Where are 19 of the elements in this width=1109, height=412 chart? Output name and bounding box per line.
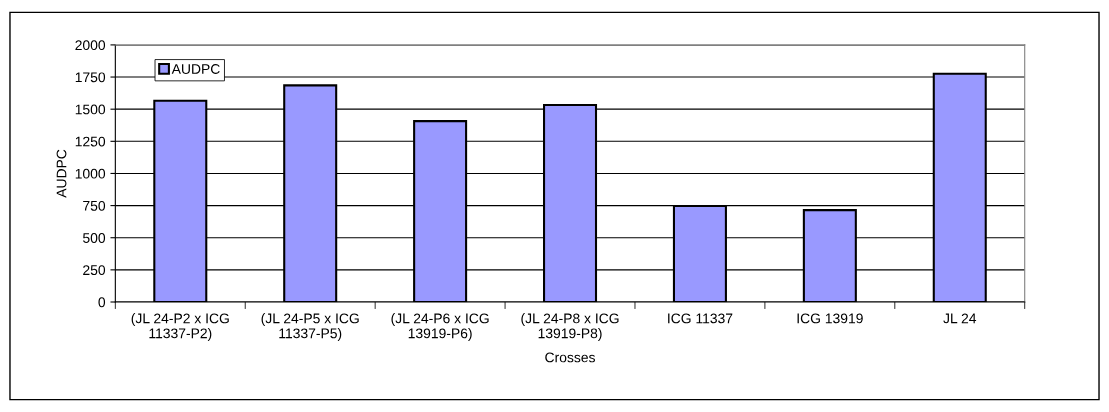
y-tick-label: 500 [83,233,106,243]
y-tick-label: 1500 [75,104,106,115]
y-tick-label: 1250 [75,136,106,147]
y-tick-label: 1750 [75,72,106,83]
y-tick-label: 750 [83,200,106,211]
x-tick-label: (JL 24-P8 x ICG 13919-P8) [521,313,619,342]
x-tick-label: JL 24 [943,313,977,324]
x-tick-label: ICG 13919 [797,313,863,324]
x-axis-title: Crosses [545,352,595,363]
y-tick-label: 1000 [75,168,106,179]
y-tick-label: 2000 [75,40,106,51]
y-tick-label: 0 [98,297,106,308]
legend-label: AUDPC [171,64,220,74]
x-tick-label: (JL 24-P2 x ICG 11337-P2) [131,313,229,342]
y-tick-label: 250 [83,265,106,276]
y-axis-title: AUDPC [56,149,67,198]
x-tick-label: (JL 24-P5 x ICG 11337-P5) [261,313,359,342]
x-tick-label: ICG 11337 [668,313,733,324]
x-tick-label: (JL 24-P6 x ICG 13919-P6) [391,313,489,342]
